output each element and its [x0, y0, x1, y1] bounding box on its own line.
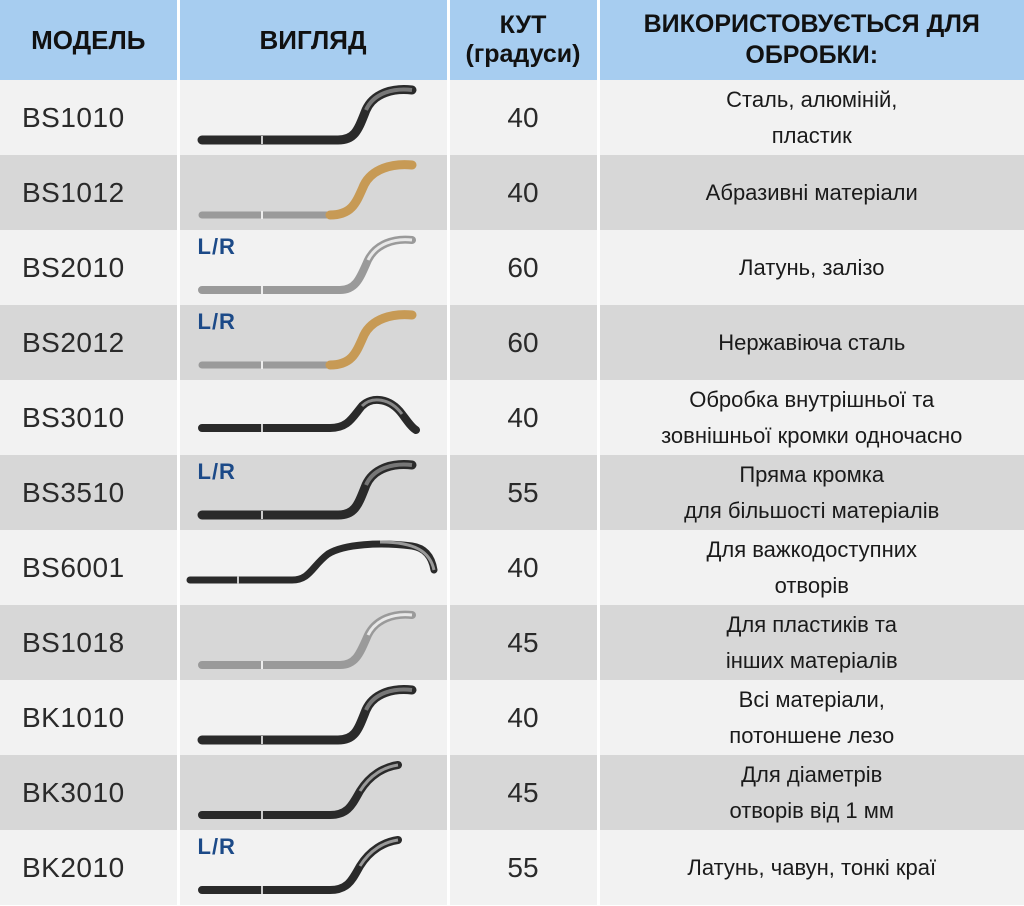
use-cell: Нержавіюча сталь [598, 305, 1024, 380]
header-use-line1: ВИКОРИСТОВУЄТЬСЯ ДЛЯ [643, 10, 980, 38]
use-line2: інших матеріалів [725, 647, 898, 673]
header-angle-line1: КУТ [499, 11, 547, 39]
angle-cell: 45 [448, 605, 600, 680]
header-row: МОДЕЛЬ ВИГЛЯД КУТ (градуси) ВИКОРИСТОВУЄТ… [0, 0, 1024, 80]
model-cell: BS2010 [0, 230, 180, 305]
table-row: BS1018 45 Для пластиків та інших матеріал… [0, 605, 1024, 680]
dark-hook-blade-icon [197, 85, 416, 145]
use-line2: для більшості матеріалів [684, 497, 940, 523]
look-cell: L/R [178, 230, 450, 305]
table-row: BS3010 40 Обробка внутрішньої та зовнішнь… [0, 380, 1024, 455]
use-line2: отворів від 1 мм [729, 797, 895, 823]
table-row: BK1010 40 Всі матеріали, потоншене лезо [0, 680, 1024, 755]
angle-cell: 40 [448, 80, 600, 155]
use-line2: потоншене лезо [729, 722, 895, 748]
header-use-line2: ОБРОБКИ: [745, 41, 879, 69]
lr-label: L/R [197, 459, 236, 484]
header-use: ВИКОРИСТОВУЄТЬСЯ ДЛЯ ОБРОБКИ: [598, 0, 1024, 80]
model-cell: BS3510 [0, 455, 180, 530]
silver-hook-blade-icon [197, 235, 416, 294]
use-cell: Для пластиків та інших матеріалів [598, 605, 1024, 680]
thin-dark-blade-icon [197, 836, 402, 894]
header-angle-line2: (градуси) [465, 40, 581, 68]
model-cell: BK2010 [0, 830, 180, 905]
header-angle: КУТ (градуси) [448, 0, 600, 80]
use-cell: Пряма кромка для більшості матеріалів [598, 455, 1024, 530]
use-line1: Всі матеріали, [738, 686, 885, 712]
look-cell [178, 80, 450, 155]
model-cell: BS1010 [0, 80, 180, 155]
model-cell: BK1010 [0, 680, 180, 755]
use-line2: отворів [774, 572, 849, 598]
use-line1: Латунь, залізо [739, 254, 885, 280]
angle-cell: 60 [448, 305, 600, 380]
angle-cell: 55 [448, 455, 600, 530]
use-line2: зовнішньої кромки одночасно [661, 422, 963, 448]
model-cell: BS2012 [0, 305, 180, 380]
model-cell: BS1012 [0, 155, 180, 230]
use-cell: Латунь, залізо [598, 230, 1024, 305]
table-row: BK3010 45 Для діаметрів отворів від 1 мм [0, 755, 1024, 830]
lr-label: L/R [197, 309, 236, 334]
look-cell [178, 380, 450, 455]
thin-dark-blade-icon [197, 761, 402, 819]
angle-cell: 55 [448, 830, 600, 905]
look-cell [178, 155, 450, 230]
use-line2: пластик [771, 122, 852, 148]
use-cell: Для важкодоступних отворів [598, 530, 1024, 605]
use-cell: Латунь, чавун, тонкі краї [598, 830, 1024, 905]
use-line1: Для діаметрів [741, 761, 883, 787]
table-row: BS2010 L/R 60 Латунь, залізо [0, 230, 1024, 305]
use-line1: Пряма кромка [739, 461, 885, 487]
angle-cell: 40 [448, 680, 600, 755]
look-cell: L/R [178, 455, 450, 530]
model-cell: BK3010 [0, 755, 180, 830]
lr-label: L/R [197, 234, 236, 259]
use-line1: Нержавіюча сталь [718, 329, 906, 355]
look-cell [178, 680, 450, 755]
long-reach-blade-icon [186, 540, 437, 584]
silver-hook-blade-icon [197, 610, 416, 669]
use-line1: Для важкодоступних [706, 536, 918, 562]
dark-hook-blade-icon [197, 685, 416, 745]
look-cell [178, 530, 450, 605]
table-row: BS3510 L/R 55 Пряма кромка для більшості … [0, 455, 1024, 530]
gold-hook-blade-icon [198, 310, 416, 370]
use-line1: Сталь, алюміній, [726, 86, 898, 112]
model-cell: BS1018 [0, 605, 180, 680]
table-row: BK2010 L/R 55 Латунь, чавун, тонкі краї [0, 830, 1024, 905]
angle-cell: 40 [448, 380, 600, 455]
model-cell: BS3010 [0, 380, 180, 455]
use-line1: Латунь, чавун, тонкі краї [687, 854, 937, 880]
look-cell: L/R [178, 305, 450, 380]
use-line1: Абразивні матеріали [705, 179, 918, 205]
angle-cell: 40 [448, 530, 600, 605]
use-line1: Для пластиків та [726, 611, 898, 637]
header-look: ВИГЛЯД [178, 0, 450, 80]
look-cell [178, 755, 450, 830]
table-row: BS6001 40 Для важкодоступних отворів [0, 530, 1024, 605]
table-row: BS1012 40 Абразивні матеріали [0, 155, 1024, 230]
gold-hook-blade-icon [198, 160, 416, 220]
table-row: BS2012 L/R 60 Нержавіюча сталь [0, 305, 1024, 380]
table-row: BS1010 40 Сталь, алюміній, пластик [0, 80, 1024, 155]
use-cell: Сталь, алюміній, пластик [598, 80, 1024, 155]
look-cell: L/R [178, 830, 450, 905]
use-line1: Обробка внутрішньої та [689, 386, 935, 412]
use-cell: Абразивні матеріали [598, 155, 1024, 230]
double-edge-blade-icon [197, 395, 420, 434]
use-cell: Для діаметрів отворів від 1 мм [598, 755, 1024, 830]
model-cell: BS6001 [0, 530, 180, 605]
angle-cell: 60 [448, 230, 600, 305]
use-cell: Всі матеріали, потоншене лезо [598, 680, 1024, 755]
header-model: МОДЕЛЬ [0, 0, 180, 80]
lr-label: L/R [197, 834, 236, 859]
use-cell: Обробка внутрішньої та зовнішньої кромки … [598, 380, 1024, 455]
dark-hook-blade-icon [197, 460, 416, 520]
look-cell [178, 605, 450, 680]
angle-cell: 40 [448, 155, 600, 230]
angle-cell: 45 [448, 755, 600, 830]
